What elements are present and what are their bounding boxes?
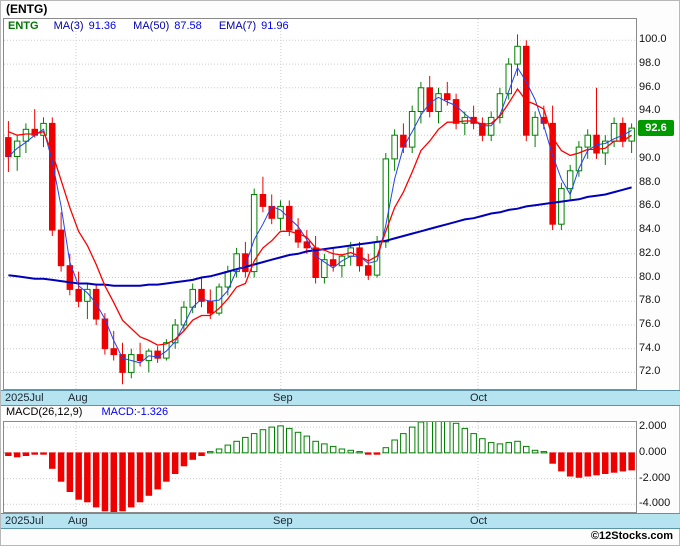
price-axis-label: 76.0 <box>639 318 661 330</box>
macd-axis-label: 0.000 <box>639 446 667 458</box>
x-axis-label: Oct <box>470 392 488 404</box>
ticker-title: (ENTG) <box>6 2 48 16</box>
price-axis-label: 90.0 <box>639 152 661 164</box>
macd-axis-label: -4.000 <box>639 497 671 509</box>
macd-axis-label: -2.000 <box>639 472 671 484</box>
legend-item-ma50: MA(50) 87.58 <box>133 20 202 32</box>
macd-header: MACD(26,12,9) MACD:-1.326 <box>6 406 168 418</box>
price-axis-label: 84.0 <box>639 223 661 235</box>
candlestick-chart-svg <box>4 19 636 389</box>
legend-value: 91.96 <box>261 20 289 32</box>
x-axis-label: 2025Jul <box>5 515 44 527</box>
macd-value-label: MACD:-1.326 <box>101 406 169 418</box>
legend-value: 87.58 <box>174 20 202 32</box>
x-axis-label: Oct <box>470 515 488 527</box>
price-axis-label: 72.0 <box>639 365 661 377</box>
price-axis-label: 98.0 <box>639 57 661 69</box>
site-credit: ©12Stocks.com <box>590 530 673 542</box>
price-axis-label: 82.0 <box>639 247 661 259</box>
macd-y-axis: 2.000 0.000 -2.000 -4.000 <box>639 1 680 547</box>
x-axis-label: Aug <box>68 515 88 527</box>
price-chart-panel: ENTG MA(3) 91.36 MA(50) 87.58 EMA(7) 91.96 <box>3 18 637 390</box>
legend-label: MA(50) <box>133 20 170 32</box>
legend-label: MA(3) <box>53 20 84 32</box>
indicator-legend: ENTG MA(3) 91.36 MA(50) 87.58 EMA(7) 91.96 <box>8 20 303 32</box>
price-axis-label: 100.0 <box>639 33 667 45</box>
price-axis-label: 96.0 <box>639 81 661 93</box>
macd-chart-panel <box>3 421 637 513</box>
x-axis-label: 2025Jul <box>5 392 44 404</box>
last-price-badge: 92.6 <box>638 120 674 136</box>
x-axis-label: Aug <box>68 392 88 404</box>
macd-params-label: MACD(26,12,9) <box>6 406 83 418</box>
price-axis-label: 86.0 <box>639 199 661 211</box>
price-axis-label: 74.0 <box>639 342 661 354</box>
price-axis-label: 94.0 <box>639 104 661 116</box>
price-axis-label: 88.0 <box>639 176 661 188</box>
legend-label: EMA(7) <box>218 20 257 32</box>
legend-symbol: ENTG <box>8 20 39 32</box>
price-y-axis: 100.0 98.0 96.0 94.0 90.0 88.0 86.0 84.0 82.0 80.… <box>639 1 680 547</box>
price-axis-label: 80.0 <box>639 271 661 283</box>
x-axis-label: Sep <box>273 515 293 527</box>
macd-histogram-svg <box>4 422 636 512</box>
x-axis-label: Sep <box>273 392 293 404</box>
macd-x-axis-strip: 2025Jul Aug Sep Oct <box>1 513 680 529</box>
legend-value: 91.36 <box>88 20 117 32</box>
macd-axis-label: 2.000 <box>639 420 667 432</box>
legend-item-ema7: EMA(7) 91.96 <box>219 20 289 32</box>
price-x-axis-strip: 2025Jul Aug Sep Oct <box>1 390 680 406</box>
price-axis-label: 78.0 <box>639 294 661 306</box>
legend-item-ma3: MA(3) 91.36 <box>54 20 116 32</box>
